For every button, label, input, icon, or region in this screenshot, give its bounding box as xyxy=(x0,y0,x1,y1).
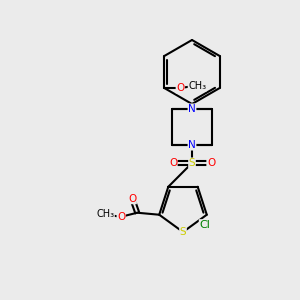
Text: O: O xyxy=(117,212,125,222)
Text: O: O xyxy=(128,194,136,204)
Text: CH₃: CH₃ xyxy=(96,209,114,219)
Text: S: S xyxy=(189,158,195,168)
Text: O: O xyxy=(169,158,177,168)
Text: N: N xyxy=(188,140,196,150)
Text: O: O xyxy=(176,83,184,93)
Text: S: S xyxy=(180,227,186,237)
Text: N: N xyxy=(188,104,196,114)
Text: O: O xyxy=(207,158,215,168)
Text: Cl: Cl xyxy=(199,220,210,230)
Text: CH₃: CH₃ xyxy=(188,81,206,91)
